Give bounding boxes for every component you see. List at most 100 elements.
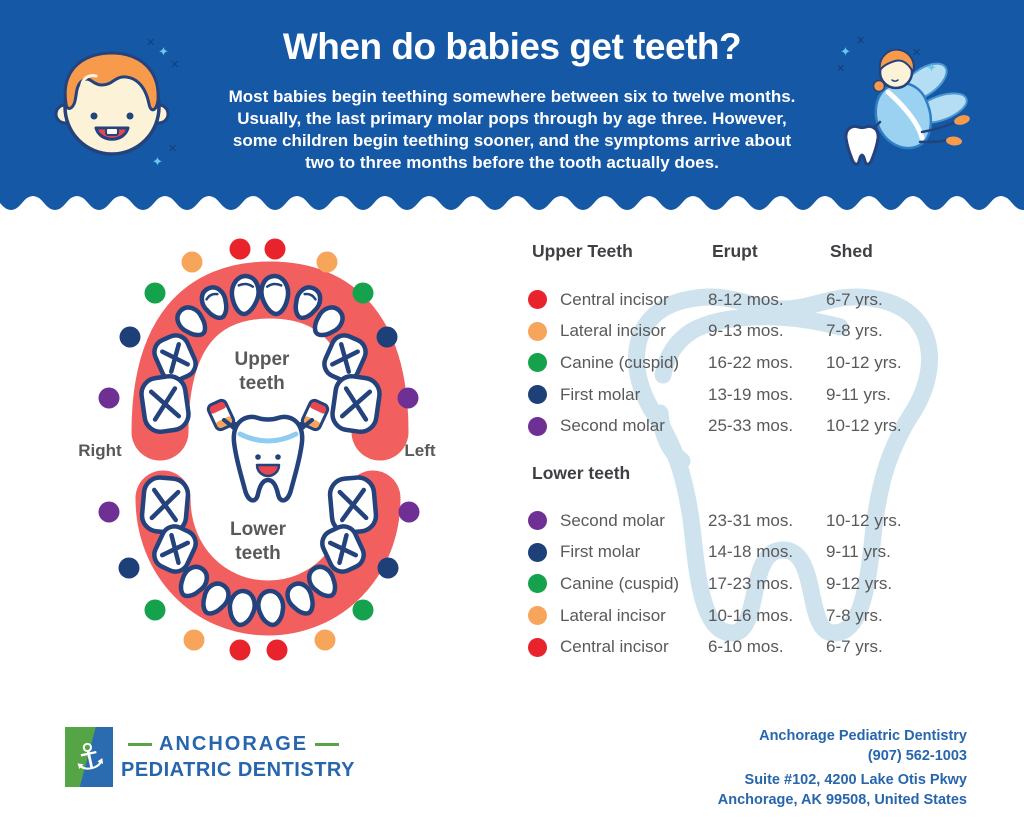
sparkle-star-icon: ✦	[152, 154, 163, 169]
upper-lateral-incisor	[199, 285, 229, 321]
tooth-color-dot	[528, 542, 547, 562]
page-title: When do babies get teeth?	[282, 26, 742, 67]
upper-teeth-heading: Upper Teeth	[532, 240, 633, 261]
erupt-value: 10-16 mos.	[708, 605, 794, 625]
erupt-value: 23-31 mos.	[708, 510, 794, 530]
tooth-color-dot	[528, 637, 547, 657]
shed-value: 9-11 yrs.	[826, 384, 891, 404]
shed-value: 9-11 yrs.	[826, 542, 891, 562]
intro-paragraph: Most babies begin teething somewhere bet…	[192, 86, 832, 174]
erupt-value: 14-18 mos.	[708, 542, 794, 562]
table-row: Lateral incisor 10-16 mos. 7-8 yrs.	[528, 600, 974, 632]
practice-name: Anchorage Pediatric Dentistry	[759, 728, 967, 744]
upper-first-molar	[322, 333, 368, 383]
table-row: First molar 14-18 mos. 9-11 yrs.	[528, 537, 974, 569]
sparkle-star-icon: ✦	[926, 60, 937, 75]
lower-canine	[178, 564, 210, 599]
upper-teeth-label: teeth	[239, 373, 284, 394]
shed-value: 10-12 yrs.	[826, 416, 902, 436]
lower-second-molar	[327, 475, 379, 535]
header-banner: When do babies get teeth? Most babies be…	[0, 0, 1024, 192]
erupt-value: 8-12 mos.	[708, 289, 784, 309]
lower-lateral-incisor	[285, 581, 315, 616]
erupt-value: 6-10 mos.	[708, 637, 784, 657]
tooth-name: Canine (cuspid)	[560, 352, 680, 372]
shed-value: 10-12 yrs.	[826, 352, 902, 372]
erupt-value: 16-22 mos.	[708, 352, 794, 372]
tooth-fairy-icon	[844, 48, 970, 166]
sparkle-x-icon: ✕	[912, 47, 922, 59]
practice-logo: ⚓ ANCHORAGE PEDIATRIC DENTISTRY	[65, 727, 355, 787]
upper-canine	[312, 305, 345, 338]
shed-value: 10-12 yrs.	[826, 510, 902, 530]
wavy-border	[0, 192, 1024, 210]
intro-line: two to three months before the tooth act…	[305, 153, 719, 172]
sparkle-x-icon: ✕	[856, 35, 866, 47]
table-row: Central incisor 8-12 mos. 6-7 yrs.	[528, 284, 974, 316]
logo-dash	[128, 742, 152, 746]
lower-teeth-heading: Lower teeth	[532, 463, 631, 484]
anchor-icon: ⚓	[68, 733, 109, 780]
tooth-color-dot	[528, 416, 547, 436]
shed-column-header: Shed	[830, 240, 873, 261]
dental-arch-diagram: Upper teeth Lower teeth Right Left	[78, 238, 436, 661]
sparkle-x-icon: ✕	[170, 59, 180, 71]
erupt-value: 9-13 mos.	[708, 321, 784, 341]
address-line: Anchorage, AK 99508, United States	[717, 791, 967, 808]
lower-central-incisor	[227, 588, 257, 628]
upper-second-molar	[330, 374, 382, 434]
lower-lateral-incisor	[201, 581, 231, 616]
address-line: Suite #102, 4200 Lake Otis Pkwy	[744, 772, 967, 788]
lower-first-molar	[320, 524, 366, 574]
upper-lateral-incisor	[293, 285, 323, 321]
upper-central-incisor	[259, 273, 291, 317]
lower-teeth-label: Lower	[230, 519, 287, 540]
tooth-color-dot	[528, 511, 547, 531]
tooth-color-dot	[528, 353, 547, 373]
tooth-name: First molar	[560, 542, 641, 562]
tooth-mascot-icon	[206, 398, 330, 503]
tooth-name: Lateral incisor	[560, 321, 666, 341]
upper-central-incisor	[229, 273, 261, 317]
anchor-logo-icon: ⚓	[65, 727, 113, 787]
lower-teeth-label: teeth	[235, 543, 280, 564]
table-row: First molar 13-19 mos. 9-11 yrs.	[528, 379, 974, 411]
sparkle-x-icon: ✕	[168, 143, 178, 155]
baby-face-icon	[54, 51, 170, 156]
erupt-value: 25-33 mos.	[708, 416, 794, 436]
table-row: Second molar 25-33 mos. 10-12 yrs.	[528, 410, 974, 442]
table-row: Canine (cuspid) 17-23 mos. 9-12 yrs.	[528, 568, 974, 600]
upper-first-molar	[152, 333, 198, 383]
table-row: Central incisor 6-10 mos. 6-7 yrs.	[528, 631, 974, 663]
sparkle-star-icon: ✦	[840, 44, 851, 59]
shed-value: 7-8 yrs.	[826, 321, 883, 341]
intro-line: some children begin teething sooner, and…	[232, 131, 792, 150]
table-row: Lateral incisor 9-13 mos. 7-8 yrs.	[528, 316, 974, 348]
intro-line: Usually, the last primary molar pops thr…	[237, 109, 787, 128]
upper-second-molar	[139, 374, 191, 434]
shed-value: 7-8 yrs.	[826, 605, 883, 625]
upper-arch-dots	[98, 238, 419, 409]
logo-text: ANCHORAGE PEDIATRIC DENTISTRY	[121, 733, 355, 782]
tooth-name: Second molar	[560, 510, 665, 530]
shed-value: 6-7 yrs.	[826, 289, 883, 309]
lower-first-molar	[152, 524, 198, 574]
contact-info: Anchorage Pediatric Dentistry (907) 562-…	[718, 727, 967, 810]
logo-dash	[315, 742, 340, 746]
upper-teeth-table-header: Upper Teeth Erupt Shed	[528, 240, 974, 262]
lower-canine	[306, 564, 338, 599]
left-side-label: Left	[404, 441, 436, 460]
eruption-table: Upper Teeth Erupt Shed Central incisor 8…	[528, 236, 974, 663]
tooth-color-dot	[528, 385, 547, 405]
table-row: Canine (cuspid) 16-22 mos. 10-12 yrs.	[528, 347, 974, 379]
tooth-color-dot	[528, 574, 547, 594]
sparkle-x-icon: ✕	[146, 37, 156, 49]
tooth-name: Central incisor	[560, 637, 669, 657]
tooth-color-dot	[528, 321, 547, 341]
table-row: Second molar 23-31 mos. 10-12 yrs.	[528, 505, 974, 537]
lower-arch-dots	[98, 501, 420, 661]
erupt-column-header: Erupt	[712, 240, 758, 261]
erupt-value: 13-19 mos.	[708, 384, 794, 404]
phone-number: (907) 562-1003	[867, 747, 967, 764]
